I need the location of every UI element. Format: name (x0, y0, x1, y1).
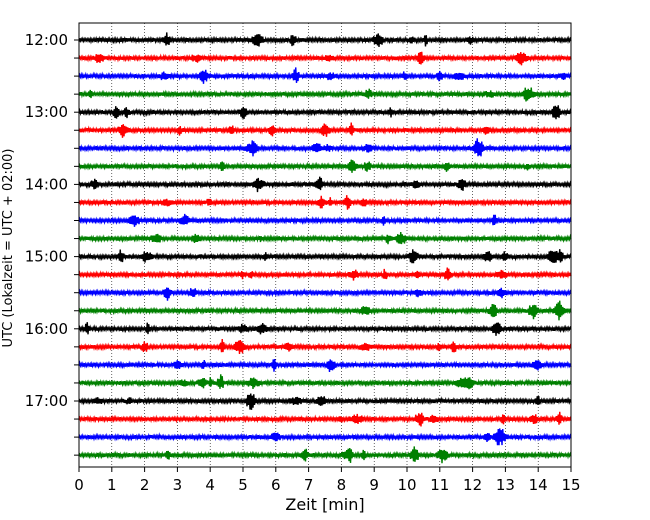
seismic-trace (78, 287, 572, 301)
seismic-trace (78, 393, 572, 410)
y-tick-label: 16:00 (25, 320, 68, 338)
y-tick-label: 17:00 (25, 392, 68, 410)
seismic-trace (78, 32, 572, 48)
x-tick-label: 13 (496, 476, 515, 494)
y-tick-label: 12:00 (25, 31, 68, 49)
x-tick-label: 14 (529, 476, 548, 494)
x-tick-label: 6 (271, 476, 281, 494)
seismic-traces (78, 32, 572, 464)
seismic-trace (78, 374, 572, 390)
seismic-trace (78, 249, 572, 264)
x-tick-label: 1 (107, 476, 117, 494)
x-grid (111, 23, 539, 467)
y-tick-label: 14:00 (25, 175, 68, 193)
seismic-trace (78, 67, 572, 84)
seismic-trace (78, 358, 572, 373)
x-tick-label: 7 (304, 476, 314, 494)
seismic-trace (78, 51, 572, 66)
y-axis-label: UTC (Lokalzeit = UTC + 02:00) (1, 149, 16, 348)
y-tick-label: 13:00 (25, 103, 68, 121)
seismic-trace (78, 322, 572, 336)
y-axis: 12:00 13:00 14:00 15:00 16:00 17:00 (25, 31, 79, 456)
seismic-trace (78, 87, 572, 102)
seismic-trace (78, 122, 572, 138)
seismic-trace (78, 338, 572, 354)
seismic-trace (78, 138, 572, 157)
x-tick-label: 15 (561, 476, 580, 494)
seismic-trace (78, 411, 572, 427)
x-tick-label: 8 (337, 476, 347, 494)
x-tick-label: 3 (173, 476, 183, 494)
seismic-trace (78, 428, 572, 446)
x-tick-label: 0 (74, 476, 84, 494)
x-tick-label: 9 (369, 476, 379, 494)
seismic-trace (78, 105, 572, 120)
y-tick-label: 15:00 (25, 248, 68, 266)
x-tick-label: 10 (397, 476, 416, 494)
x-tick-label: 2 (140, 476, 150, 494)
seismic-trace (78, 213, 572, 227)
seismic-trace (78, 267, 572, 281)
seismic-trace (78, 176, 572, 193)
seismic-trace (78, 300, 572, 321)
x-tick-label: 11 (430, 476, 449, 494)
plot-frame (78, 22, 572, 468)
seismic-trace (78, 195, 572, 210)
x-axis-label: Zeit [min] (285, 495, 364, 514)
x-tick-label: 12 (463, 476, 482, 494)
x-tick-label: 4 (205, 476, 215, 494)
seismic-trace (78, 231, 572, 245)
seismic-trace (78, 159, 572, 173)
x-tick-label: 5 (238, 476, 248, 494)
seismic-trace (78, 446, 572, 464)
x-axis: 0 1 2 3 4 5 6 7 8 9 10 11 12 13 14 15 (74, 467, 581, 494)
